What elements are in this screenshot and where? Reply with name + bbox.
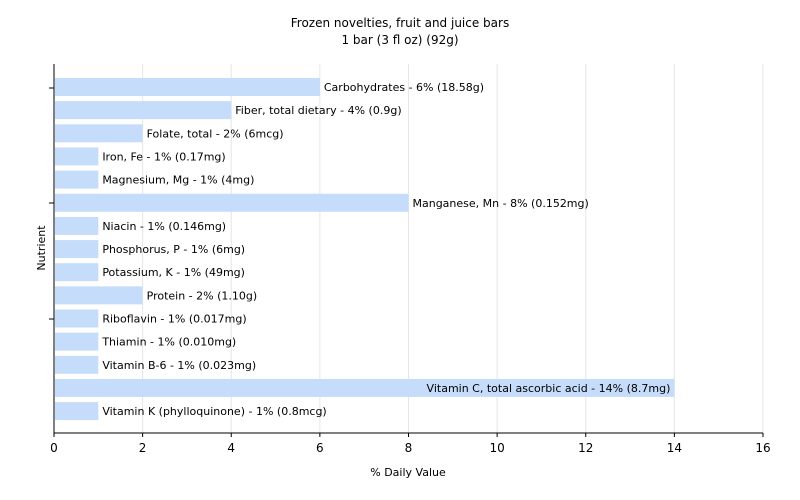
bar (55, 101, 232, 120)
bar-label: Potassium, K - 1% (49mg) (102, 266, 245, 279)
x-axis-ticks: 0 2 4 6 8 10 12 14 16 (50, 433, 771, 455)
bars (55, 78, 675, 421)
bar-label: Thiamin - 1% (0.010mg) (101, 336, 236, 349)
x-axis-label: % Daily Value (370, 466, 446, 479)
bar-label: Carbohydrates - 6% (18.58g) (324, 81, 484, 94)
bar (55, 216, 99, 235)
y-axis-ticks (49, 87, 54, 320)
x-tick-label: 4 (227, 441, 235, 455)
bar (55, 332, 99, 351)
bar (55, 124, 143, 143)
bar (55, 378, 675, 397)
y-axis-label: Nutrient (35, 225, 48, 271)
bar-label: Vitamin B-6 - 1% (0.023mg) (102, 359, 256, 372)
bar-labels: Carbohydrates - 6% (18.58g) Fiber, total … (101, 81, 670, 418)
bar-label: Vitamin K (phylloquinone) - 1% (0.8mcg) (102, 405, 326, 418)
bar-label: Manganese, Mn - 8% (0.152mg) (413, 197, 589, 210)
chart-title: Frozen novelties, fruit and juice bars (291, 16, 509, 30)
chart-subtitle: 1 bar (3 fl oz) (92g) (341, 33, 458, 47)
bar (55, 309, 99, 328)
bar-label: Protein - 2% (1.10g) (147, 289, 258, 302)
bar (55, 170, 99, 189)
bar (55, 355, 99, 374)
bar-label: Magnesium, Mg - 1% (4mg) (102, 174, 254, 187)
bar-label: Riboflavin - 1% (0.017mg) (102, 313, 246, 326)
bar (55, 78, 320, 96)
x-tick-label: 16 (755, 441, 770, 455)
bar (55, 193, 409, 212)
x-tick-label: 0 (50, 441, 58, 455)
bar-label: Phosphorus, P - 1% (6mg) (102, 243, 245, 256)
x-tick-label: 10 (489, 441, 504, 455)
x-tick-label: 6 (316, 441, 324, 455)
x-tick-label: 14 (667, 441, 682, 455)
bar (55, 263, 99, 282)
bar-label: Vitamin C, total ascorbic acid - 14% (8.… (427, 382, 671, 395)
grid-lines (142, 64, 764, 433)
bar (55, 240, 99, 259)
bar (55, 402, 99, 421)
bar-label: Fiber, total dietary - 4% (0.9g) (235, 104, 401, 117)
bar-label: Niacin - 1% (0.146mg) (102, 220, 226, 233)
x-tick-label: 2 (139, 441, 147, 455)
x-tick-label: 12 (578, 441, 593, 455)
bar (55, 147, 99, 166)
bar-label: Folate, total - 2% (6mcg) (147, 127, 284, 140)
bar (55, 286, 143, 305)
bar-label: Iron, Fe - 1% (0.17mg) (102, 150, 225, 163)
x-tick-label: 8 (405, 441, 413, 455)
